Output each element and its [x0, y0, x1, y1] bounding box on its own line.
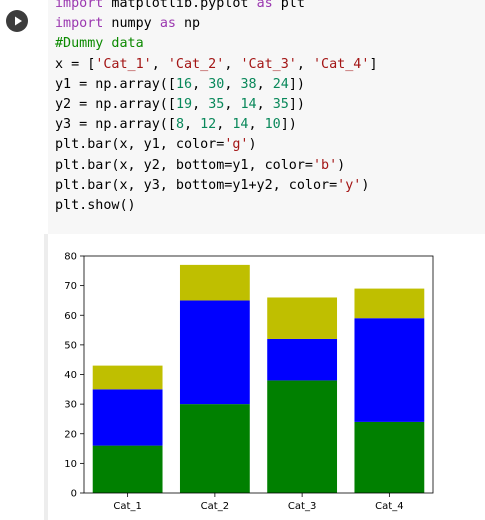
y-tick-label: 30: [64, 400, 77, 411]
code-token: 'g': [224, 137, 249, 153]
code-token: np: [175, 16, 201, 32]
code-token: as: [256, 0, 273, 11]
x-tick-label: Cat_3: [288, 501, 316, 512]
code-line: x = ['Cat_1', 'Cat_2', 'Cat_3', 'Cat_4']: [55, 55, 378, 75]
code-token: numpy: [103, 16, 160, 32]
x-tick-label: Cat_1: [113, 501, 141, 512]
play-icon: [15, 16, 22, 26]
code-token: ]: [369, 56, 378, 72]
y-tick-label: 80: [64, 252, 77, 263]
y-tick-label: 60: [64, 311, 77, 322]
y-tick-label: 10: [64, 459, 77, 470]
bar-segment: [354, 288, 425, 319]
code-token: y3 = np.array([: [55, 117, 176, 133]
code-token: plt: [272, 0, 305, 11]
code-line: import numpy as np: [55, 14, 378, 34]
code-token: ,: [184, 117, 201, 133]
code-token: matplotlib.pyplot: [103, 0, 257, 11]
code-token: 'b': [312, 157, 338, 173]
code-token: 30: [208, 76, 225, 92]
code-line: plt.bar(x, y1, color='g'): [55, 135, 378, 155]
code-token: 'Cat_3': [240, 56, 297, 72]
code-token: 12: [200, 117, 217, 133]
output-scroll-edge: [44, 234, 48, 520]
bar-segment: [179, 264, 250, 301]
code-editor[interactable]: [48, 0, 485, 234]
code-token: import: [55, 0, 104, 11]
bar-segment: [267, 380, 338, 493]
code-token: ): [337, 157, 346, 173]
code-token: ,: [256, 96, 273, 112]
code-token: plt.bar(x, y1, color=: [55, 137, 225, 153]
code-token: 14: [240, 96, 257, 112]
y-tick-label: 40: [64, 370, 77, 381]
bar-segment: [267, 338, 338, 381]
code-token: 19: [175, 96, 193, 112]
bar-segment: [92, 445, 163, 493]
code-line: y3 = np.array([8, 12, 14, 10]): [55, 115, 378, 135]
code-token: 35: [272, 96, 289, 112]
bar-segment: [92, 365, 163, 390]
code-token: x = [: [55, 56, 96, 72]
y-tick-label: 0: [71, 489, 77, 500]
code-line: #Dummy data: [55, 34, 378, 54]
code-token: 24: [272, 76, 289, 92]
code-token: y2 = np.array([: [55, 96, 176, 112]
run-cell-button[interactable]: [6, 10, 28, 32]
code-token: 35: [208, 96, 225, 112]
code-token: plt.bar(x, y2, bottom=y1, color=: [55, 157, 313, 173]
code-token: plt.bar(x, y3, bottom=y1+y2, color=: [55, 177, 338, 193]
code-token: ): [361, 177, 370, 193]
code-token: plt.show(): [55, 197, 136, 213]
code-token: 'Cat_2': [167, 56, 225, 72]
code-token: ,: [192, 76, 209, 92]
code-line: y2 = np.array([19, 35, 14, 35]): [55, 95, 378, 115]
code-text[interactable]: import matplotlib.pyplot as plt import nu…: [55, 0, 378, 216]
code-token: y1 = np.array([: [55, 76, 176, 92]
code-token: ]): [280, 117, 297, 133]
code-token: ,: [216, 117, 233, 133]
x-tick-label: Cat_2: [201, 501, 229, 512]
code-token: 8: [175, 117, 184, 133]
code-line: y1 = np.array([16, 30, 38, 24]): [55, 75, 378, 95]
bar-segment: [179, 300, 250, 405]
code-token: ,: [224, 96, 241, 112]
code-token: 10: [264, 117, 281, 133]
y-tick-label: 20: [64, 429, 77, 440]
code-token: 'Cat_4': [313, 56, 370, 72]
y-tick-label: 70: [64, 281, 77, 292]
code-token: ,: [151, 56, 168, 72]
code-token: 14: [232, 117, 249, 133]
code-token: ,: [256, 76, 273, 92]
bar-segment: [354, 421, 425, 493]
bar-segment: [267, 297, 338, 339]
code-token: ]): [288, 76, 305, 92]
code-token: ,: [224, 56, 241, 72]
code-line: plt.show(): [55, 196, 378, 216]
bar-segment: [354, 318, 425, 422]
code-token: 'Cat_1': [95, 56, 152, 72]
code-line: import matplotlib.pyplot as plt: [55, 0, 378, 14]
code-token: ,: [224, 76, 241, 92]
code-token: 'y': [337, 177, 362, 193]
code-line: plt.bar(x, y3, bottom=y1+y2, color='y'): [55, 176, 378, 196]
code-token: ,: [192, 96, 209, 112]
x-tick-label: Cat_4: [375, 501, 403, 512]
code-token: 38: [240, 76, 257, 92]
code-token: ): [248, 137, 257, 153]
code-token: #Dummy data: [55, 36, 144, 52]
code-token: ,: [248, 117, 265, 133]
code-token: import: [55, 16, 104, 32]
bar-segment: [92, 389, 163, 446]
code-token: as: [159, 16, 176, 32]
code-token: 16: [175, 76, 193, 92]
code-token: ,: [296, 56, 313, 72]
y-tick-label: 50: [64, 340, 77, 351]
bar-segment: [179, 404, 250, 493]
code-token: ]): [288, 96, 305, 112]
code-line: plt.bar(x, y2, bottom=y1, color='b'): [55, 156, 378, 176]
